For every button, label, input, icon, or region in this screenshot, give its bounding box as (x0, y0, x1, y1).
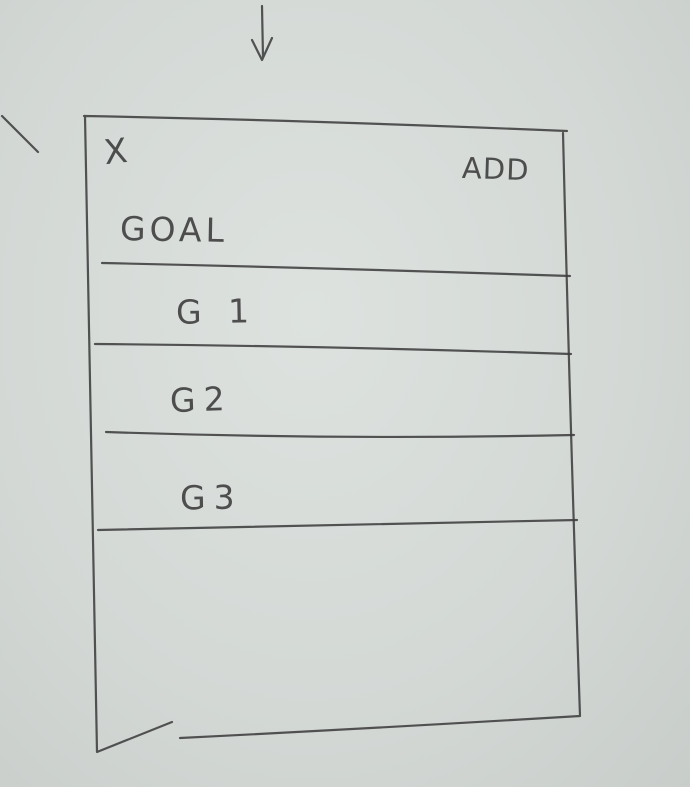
close-icon[interactable]: X (101, 130, 132, 174)
header-divider (100, 261, 572, 278)
list-title: GOAL (119, 209, 229, 250)
list-item-g1[interactable]: G 1 (175, 291, 258, 332)
row-divider (96, 518, 579, 532)
stray-stroke (0, 114, 40, 154)
list-item-g2[interactable]: G2 (169, 378, 234, 421)
panel-frame (82, 114, 582, 754)
list-item-g3[interactable]: G3 (179, 477, 243, 518)
add-button[interactable]: ADD (461, 150, 531, 188)
row-divider (93, 342, 573, 356)
down-arrow-icon (250, 4, 274, 62)
row-divider (104, 430, 576, 439)
